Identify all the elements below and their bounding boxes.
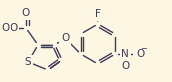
Text: O: O bbox=[136, 49, 145, 59]
Text: N: N bbox=[121, 49, 129, 59]
Text: S: S bbox=[25, 57, 31, 67]
Text: O: O bbox=[1, 23, 9, 33]
Text: F: F bbox=[95, 9, 101, 19]
Text: O: O bbox=[9, 23, 17, 33]
Text: O: O bbox=[22, 8, 30, 18]
Text: O: O bbox=[61, 33, 69, 43]
Text: O: O bbox=[121, 61, 130, 71]
Text: −: − bbox=[140, 45, 147, 53]
